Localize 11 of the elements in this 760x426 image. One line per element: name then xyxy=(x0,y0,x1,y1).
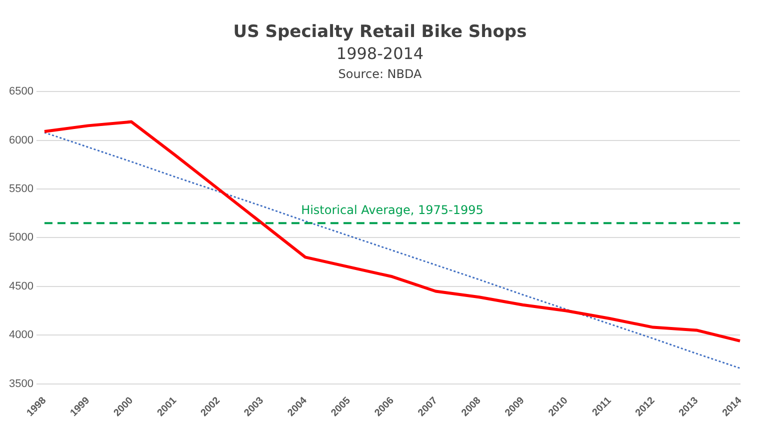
y-tick-label: 3500 xyxy=(8,378,34,390)
y-tick-label: 4500 xyxy=(8,280,34,292)
y-tick-label: 5500 xyxy=(8,183,34,196)
y-tick-label: 6500 xyxy=(8,86,34,98)
y-tick-label: 5000 xyxy=(8,232,34,244)
ref-line-label: Historical Average, 1975-1995 xyxy=(301,203,484,218)
y-tick-label: 6000 xyxy=(8,134,34,146)
y-tick-label: 4000 xyxy=(8,329,34,342)
chart-subtitle: 1998-2014 xyxy=(335,44,425,63)
chart-title: US Specialty Retail Bike Shops xyxy=(232,22,528,42)
source-note: Source: NBDA xyxy=(337,67,423,81)
